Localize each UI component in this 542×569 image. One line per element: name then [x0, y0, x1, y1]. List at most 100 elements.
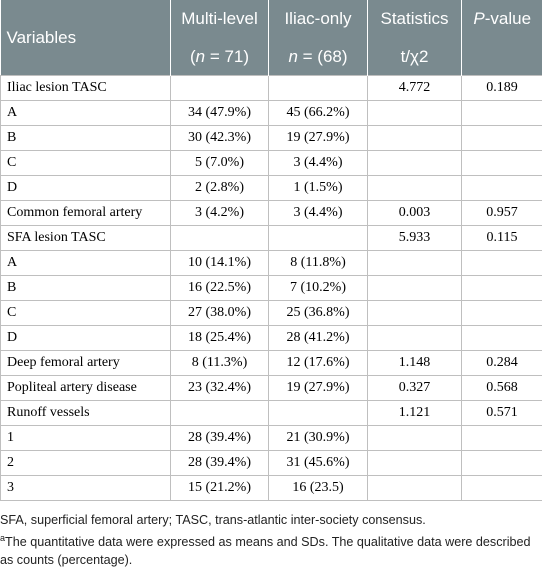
iliac-only-cell: 31 (45.6%) — [269, 451, 368, 476]
p-value-cell: 0.115 — [462, 226, 542, 251]
abbreviations-note: SFA, superficial femoral artery; TASC, t… — [0, 511, 542, 529]
p-value-cell — [462, 326, 542, 351]
iliac-only-cell: 3 (4.4%) — [269, 201, 368, 226]
table-header: Variables Multi-level Iliac-only Statist… — [1, 0, 542, 76]
header-iliac-only-n: n = (68) — [269, 38, 368, 76]
iliac-only-cell: 19 (27.9%) — [269, 376, 368, 401]
row-label: B — [1, 126, 171, 151]
p-value-cell: 0.957 — [462, 201, 542, 226]
statistic-cell — [368, 151, 462, 176]
p-value-cell — [462, 301, 542, 326]
multi-level-cell: 28 (39.4%) — [171, 451, 269, 476]
row-label: 1 — [1, 426, 171, 451]
multi-level-cell — [171, 76, 269, 101]
multi-level-cell: 3 (4.2%) — [171, 201, 269, 226]
row-label: A — [1, 101, 171, 126]
iliac-only-cell: 1 (1.5%) — [269, 176, 368, 201]
header-multi-level: Multi-level — [171, 0, 269, 38]
header-p-value: P-value — [462, 0, 542, 38]
statistic-cell: 4.772 — [368, 76, 462, 101]
statistic-cell: 1.121 — [368, 401, 462, 426]
iliac-only-cell: 3 (4.4%) — [269, 151, 368, 176]
multi-level-cell: 34 (47.9%) — [171, 101, 269, 126]
header-variables: Variables — [1, 0, 171, 76]
table-footer: SFA, superficial femoral artery; TASC, t… — [0, 511, 542, 569]
multi-level-cell: 16 (22.5%) — [171, 276, 269, 301]
row-label: 3 — [1, 476, 171, 501]
footnote-text: The quantitative data were expressed as … — [0, 535, 531, 567]
p-value-cell: 0.189 — [462, 76, 542, 101]
multi-level-cell: 30 (42.3%) — [171, 126, 269, 151]
row-label: Common femoral artery — [1, 201, 171, 226]
p-value-cell — [462, 276, 542, 301]
iliac-only-cell: 12 (17.6%) — [269, 351, 368, 376]
iliac-only-cell — [269, 76, 368, 101]
multi-level-cell — [171, 401, 269, 426]
p-value-cell: 0.284 — [462, 351, 542, 376]
iliac-only-cell: 7 (10.2%) — [269, 276, 368, 301]
multi-level-cell: 18 (25.4%) — [171, 326, 269, 351]
statistic-cell — [368, 101, 462, 126]
multi-level-cell: 5 (7.0%) — [171, 151, 269, 176]
iliac-only-cell: 19 (27.9%) — [269, 126, 368, 151]
multi-level-cell: 15 (21.2%) — [171, 476, 269, 501]
multi-level-cell: 10 (14.1%) — [171, 251, 269, 276]
iliac-only-cell — [269, 226, 368, 251]
header-p-value-sub — [462, 38, 542, 76]
data-note: aThe quantitative data were expressed as… — [0, 529, 542, 569]
iliac-only-cell: 16 (23.5) — [269, 476, 368, 501]
p-value-cell — [462, 101, 542, 126]
multi-level-cell: 27 (38.0%) — [171, 301, 269, 326]
statistic-cell — [368, 251, 462, 276]
multi-level-cell: 8 (11.3%) — [171, 351, 269, 376]
statistic-cell: 1.148 — [368, 351, 462, 376]
iliac-only-cell: 28 (41.2%) — [269, 326, 368, 351]
iliac-only-cell: 45 (66.2%) — [269, 101, 368, 126]
statistic-cell — [368, 451, 462, 476]
statistic-cell — [368, 326, 462, 351]
row-label: Deep femoral artery — [1, 351, 171, 376]
p-value-cell — [462, 426, 542, 451]
multi-level-cell — [171, 226, 269, 251]
p-italic: P — [473, 9, 484, 28]
n-italic: n — [196, 47, 205, 66]
statistic-cell — [368, 276, 462, 301]
p-value-rest: -value — [485, 9, 531, 28]
results-table: Variables Multi-level Iliac-only Statist… — [0, 0, 542, 501]
p-value-cell — [462, 451, 542, 476]
row-label: D — [1, 326, 171, 351]
iliac-only-cell: 21 (30.9%) — [269, 426, 368, 451]
row-label: C — [1, 301, 171, 326]
p-value-cell: 0.571 — [462, 401, 542, 426]
header-statistics-sub: t/χ2 — [368, 38, 462, 76]
p-value-cell: 0.568 — [462, 376, 542, 401]
iliac-only-cell: 8 (11.8%) — [269, 251, 368, 276]
header-statistics: Statistics — [368, 0, 462, 38]
row-label: Runoff vessels — [1, 401, 171, 426]
p-value-cell — [462, 476, 542, 501]
row-label: SFA lesion TASC — [1, 226, 171, 251]
multi-level-cell: 2 (2.8%) — [171, 176, 269, 201]
header-multi-level-n: (n = 71) — [171, 38, 269, 76]
statistic-cell: 0.327 — [368, 376, 462, 401]
p-value-cell — [462, 151, 542, 176]
row-label: A — [1, 251, 171, 276]
row-label: Popliteal artery disease — [1, 376, 171, 401]
n-value: = 71) — [205, 47, 249, 66]
iliac-only-cell: 25 (36.8%) — [269, 301, 368, 326]
statistic-cell — [368, 476, 462, 501]
